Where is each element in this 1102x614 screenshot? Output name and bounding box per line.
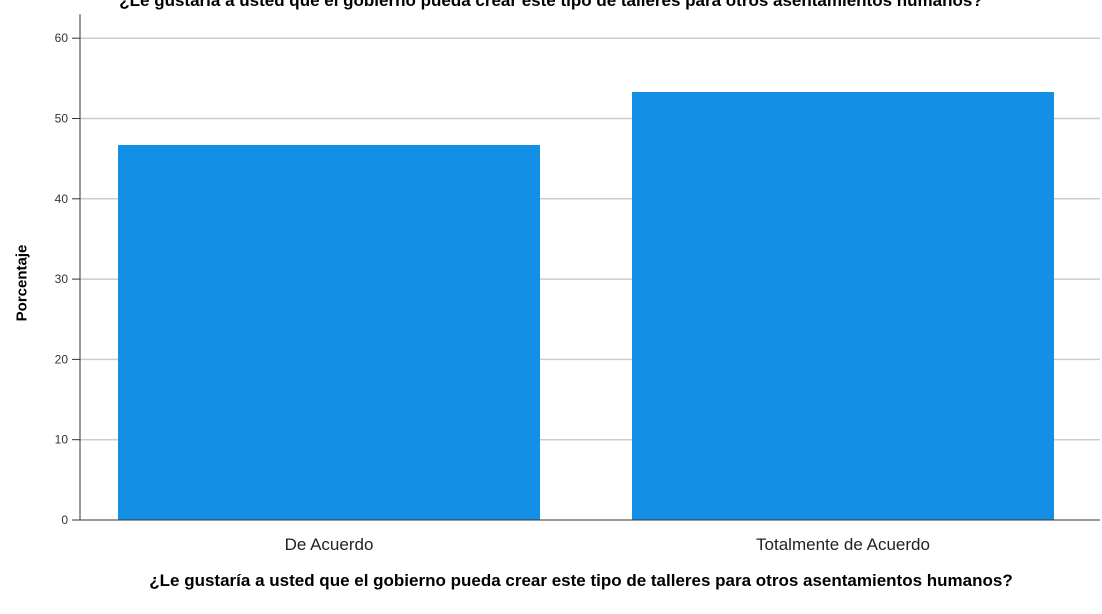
bar-1 <box>118 144 540 520</box>
x-tick-label: Totalmente de Acuerdo <box>756 535 930 554</box>
bar-2 <box>632 92 1054 520</box>
x-tick-labels: De Acuerdo Totalmente de Acuerdo <box>285 535 930 554</box>
bars <box>118 92 1054 520</box>
y-tick-labels: 0 10 20 30 40 50 60 <box>55 31 80 527</box>
y-tick-label: 10 <box>55 433 69 447</box>
y-tick-label: 20 <box>55 352 69 366</box>
x-tick-label: De Acuerdo <box>285 535 374 554</box>
x-axis-label: ¿Le gustaría a usted que el gobierno pue… <box>149 571 1013 590</box>
y-tick-label: 30 <box>55 272 69 286</box>
y-tick-label: 40 <box>55 192 69 206</box>
y-tick-label: 60 <box>55 31 69 45</box>
y-tick-label: 0 <box>61 513 68 527</box>
chart-title: ¿Le gustaría a usted que el gobierno pue… <box>119 0 983 10</box>
y-tick-label: 50 <box>55 112 69 126</box>
axes <box>79 14 1100 521</box>
y-axis-label: Porcentaje <box>13 244 31 322</box>
